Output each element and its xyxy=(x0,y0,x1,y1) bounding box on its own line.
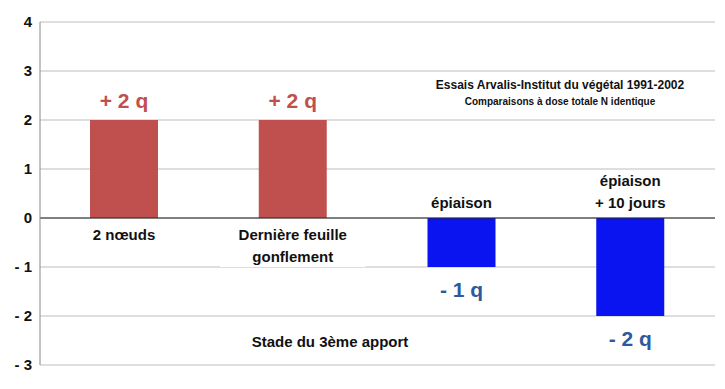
svg-text:Dernière feuille: Dernière feuille xyxy=(239,226,347,243)
svg-text:- 3: - 3 xyxy=(14,356,32,373)
svg-text:épiaison: épiaison xyxy=(600,172,661,189)
svg-text:- 2 q: - 2 q xyxy=(609,327,652,350)
svg-text:épiaison: épiaison xyxy=(431,194,492,211)
svg-text:gonflement: gonflement xyxy=(252,248,333,265)
svg-text:2 nœuds: 2 nœuds xyxy=(93,226,156,243)
svg-text:3: 3 xyxy=(24,62,32,79)
html-text:Essais Arvalis-Institut du vég: Essais Arvalis-Institut du végétal 1991-… xyxy=(435,78,685,92)
html-text:Comparaisons à dose totale N i: Comparaisons à dose totale N identique xyxy=(464,96,656,107)
svg-text:2: 2 xyxy=(24,111,32,128)
svg-text:1: 1 xyxy=(24,160,32,177)
svg-text:+ 10 jours: + 10 jours xyxy=(595,194,665,211)
svg-text:+ 2 q: + 2 q xyxy=(100,89,148,112)
svg-text:4: 4 xyxy=(24,13,33,30)
svg-text:- 2: - 2 xyxy=(14,307,32,324)
svg-text:+ 2 q: + 2 q xyxy=(269,89,317,112)
html-text:Stade du 3ème apport: Stade du 3ème apport xyxy=(251,333,409,350)
svg-text:- 1: - 1 xyxy=(14,258,32,275)
svg-text:- 1 q: - 1 q xyxy=(440,278,483,301)
svg-text:0: 0 xyxy=(24,209,32,226)
